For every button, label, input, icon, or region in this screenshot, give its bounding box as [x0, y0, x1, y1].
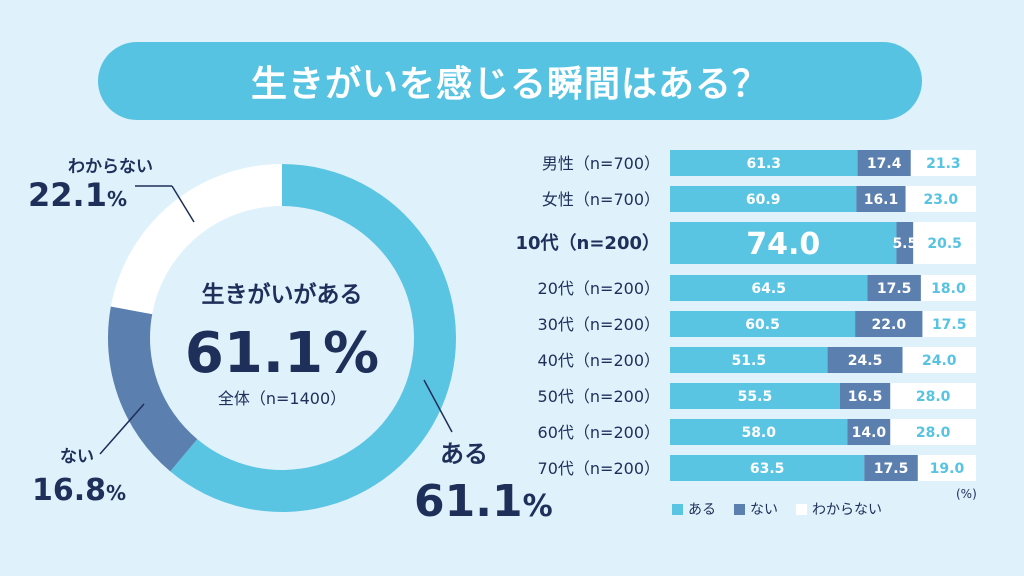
- donut-value-aru: 61.1%: [414, 476, 553, 527]
- bar-value-label: 17.4: [867, 156, 902, 172]
- bar-segment-aru: [670, 455, 865, 481]
- bar-category-label: 50代（n=200）: [538, 387, 660, 406]
- bar-value-label: 20.5: [927, 236, 962, 252]
- bar-segment-nai: [864, 455, 918, 481]
- donut-slice-nai: [107, 306, 198, 472]
- donut-value-nai: 16.8%: [32, 473, 126, 508]
- bar-value-label: 18.0: [931, 281, 966, 297]
- bar-category-label: 60代（n=200）: [538, 423, 660, 442]
- bar-segment-aru: [670, 311, 856, 337]
- bar-segment-nai: [855, 311, 923, 337]
- bar-value-label: 17.5: [877, 281, 912, 297]
- bar-value-label: 23.0: [924, 192, 959, 208]
- legend-label-wakaranai: わからない: [812, 502, 882, 518]
- bar-value-label: 21.3: [926, 156, 961, 172]
- bar-segment-wakaranai: [905, 186, 976, 212]
- bar-segment-wakaranai: [913, 222, 976, 264]
- title-banner: 生きがいを感じる瞬間はある？: [98, 42, 922, 120]
- bar-value-label: 24.0: [922, 353, 957, 369]
- leader-line-nai: [99, 403, 145, 455]
- bar-value-label: 24.5: [848, 353, 883, 369]
- bar-segment-wakaranai: [902, 347, 976, 373]
- bar-segment-nai: [847, 419, 891, 445]
- bar-value-label: 63.5: [750, 461, 785, 477]
- bar-value-label: 28.0: [916, 425, 951, 441]
- bar-value-label: 74.0: [746, 227, 820, 262]
- legend-label-nai: ない: [750, 502, 778, 518]
- donut-center-caption: 全体（n=1400）: [218, 389, 346, 408]
- bar-segment-wakaranai: [890, 419, 976, 445]
- stacked-bar-chart: 男性（n=700） 61.3 17.4 21.3 女性（n=700） 60.9 16.1 23…: [515, 150, 976, 481]
- bar-segment-aru: [670, 419, 848, 445]
- bar-segment-aru: [670, 186, 857, 212]
- unit-label: (%): [956, 487, 977, 501]
- bar-segment-nai: [867, 275, 921, 301]
- bar-segment-aru: [670, 150, 858, 176]
- page-title: 生きがいを感じる瞬間はある？: [250, 64, 769, 105]
- bar-value-label: 14.0: [852, 425, 887, 441]
- bar-segment-nai: [839, 383, 891, 409]
- donut-slice-aru: [170, 164, 456, 512]
- bar-value-label: 58.0: [741, 425, 776, 441]
- bar-segment-nai: [856, 186, 906, 212]
- donut-chart: [107, 164, 456, 512]
- donut-label-wakaranai: わからない: [68, 157, 153, 177]
- bar-value-label: 61.3: [747, 156, 782, 172]
- bar-segment-aru: [670, 347, 828, 373]
- bar-segment-wakaranai: [922, 311, 976, 337]
- bar-category-label: 男性（n=700）: [542, 154, 660, 173]
- legend-swatch-aru: [672, 504, 683, 515]
- bar-segment-nai: [896, 222, 914, 264]
- bar-segment-wakaranai: [917, 455, 976, 481]
- bar-value-label: 51.5: [732, 353, 767, 369]
- bar-segment-nai: [827, 347, 903, 373]
- bar-value-label: 28.0: [916, 389, 951, 405]
- bar-value-label: 64.5: [751, 281, 786, 297]
- legend-label-aru: ある: [688, 502, 716, 518]
- donut-label-aru: ある: [440, 440, 488, 468]
- donut-label-nai: ない: [60, 447, 94, 467]
- bar-value-label: 5.5: [892, 236, 917, 252]
- bar-value-label: 60.5: [745, 317, 780, 333]
- donut-value-wakaranai: 22.1%: [28, 176, 127, 214]
- bar-segment-nai: [857, 150, 911, 176]
- bar-category-label: 20代（n=200）: [538, 279, 660, 298]
- bar-category-label: 40代（n=200）: [538, 351, 660, 370]
- bar-category-label: 30代（n=200）: [538, 315, 660, 334]
- donut-slice-wakaranai: [110, 164, 283, 315]
- bar-value-label: 17.5: [874, 461, 909, 477]
- bar-segment-aru: [670, 222, 897, 264]
- bar-segment-wakaranai: [910, 150, 976, 176]
- donut-center-label: 生きがいがある: [202, 281, 363, 308]
- bar-segment-wakaranai: [920, 275, 976, 301]
- bar-segment-aru: [670, 383, 840, 409]
- bar-value-label: 16.5: [848, 389, 883, 405]
- leader-line-aru: [423, 379, 453, 433]
- bar-segment-wakaranai: [890, 383, 976, 409]
- bar-value-label: 17.5: [932, 317, 967, 333]
- legend-swatch-wakaranai: [796, 504, 807, 515]
- bar-category-label: 女性（n=700）: [542, 190, 660, 209]
- bar-category-label: 70代（n=200）: [538, 459, 660, 478]
- bar-value-label: 19.0: [930, 461, 965, 477]
- bar-value-label: 16.1: [864, 192, 899, 208]
- bar-value-label: 55.5: [738, 389, 773, 405]
- bar-value-label: 60.9: [746, 192, 781, 208]
- legend-swatch-nai: [734, 504, 745, 515]
- leader-line-wakaranai-diag: [171, 185, 195, 223]
- donut-center-value: 61.1%: [185, 321, 379, 386]
- bar-segment-aru: [670, 275, 868, 301]
- bar-value-label: 22.0: [872, 317, 907, 333]
- bar-category-label: 10代（n=200）: [515, 233, 660, 254]
